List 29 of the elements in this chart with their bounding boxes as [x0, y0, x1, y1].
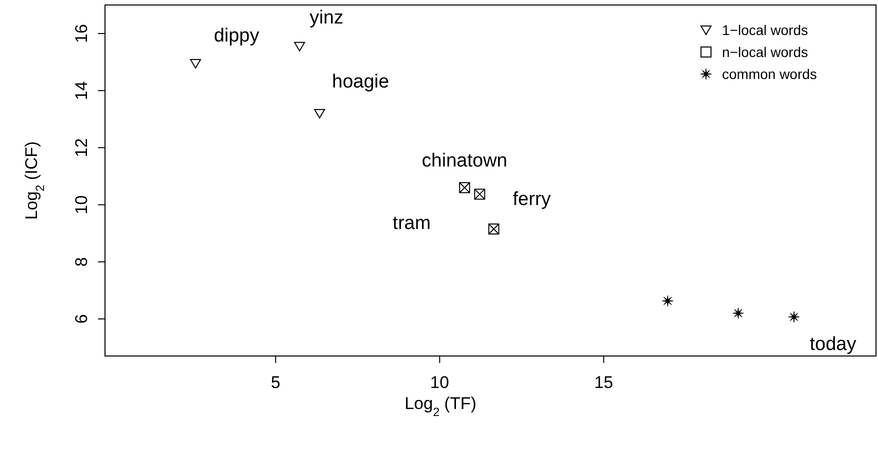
- annotation: hoagie: [332, 71, 390, 92]
- point: [459, 182, 470, 194]
- annotation: chinatown: [422, 150, 508, 172]
- legend-label: common words: [722, 66, 817, 82]
- x-axis-title: Log$_{2}$ (TF): [404, 394, 476, 419]
- annotation: tram: [392, 213, 431, 234]
- point: [488, 224, 500, 235]
- annotation: ferry: [512, 189, 552, 210]
- point: [474, 188, 486, 200]
- legend-label: 1−local words: [722, 22, 808, 38]
- annotation: today: [810, 334, 857, 355]
- y-tick-label: 8: [72, 257, 91, 267]
- legend-label: n−local words: [722, 44, 808, 60]
- x-tick-label: 15: [594, 373, 614, 392]
- y-tick-label: 10: [72, 195, 91, 214]
- annotation: yinz: [310, 7, 344, 28]
- point: [190, 59, 202, 68]
- y-tick-label: 14: [72, 81, 91, 100]
- y-tick-label: 6: [72, 314, 91, 324]
- point: [294, 42, 306, 52]
- y-tick-label: 12: [72, 138, 91, 158]
- point: [314, 108, 326, 118]
- x-tick-label: 5: [270, 373, 280, 392]
- x-tick-label: 10: [430, 373, 450, 392]
- y-tick-label: 16: [72, 24, 91, 43]
- point: [788, 311, 800, 323]
- point: [662, 295, 674, 307]
- annotation: dippy: [214, 26, 260, 46]
- point: [732, 307, 744, 319]
